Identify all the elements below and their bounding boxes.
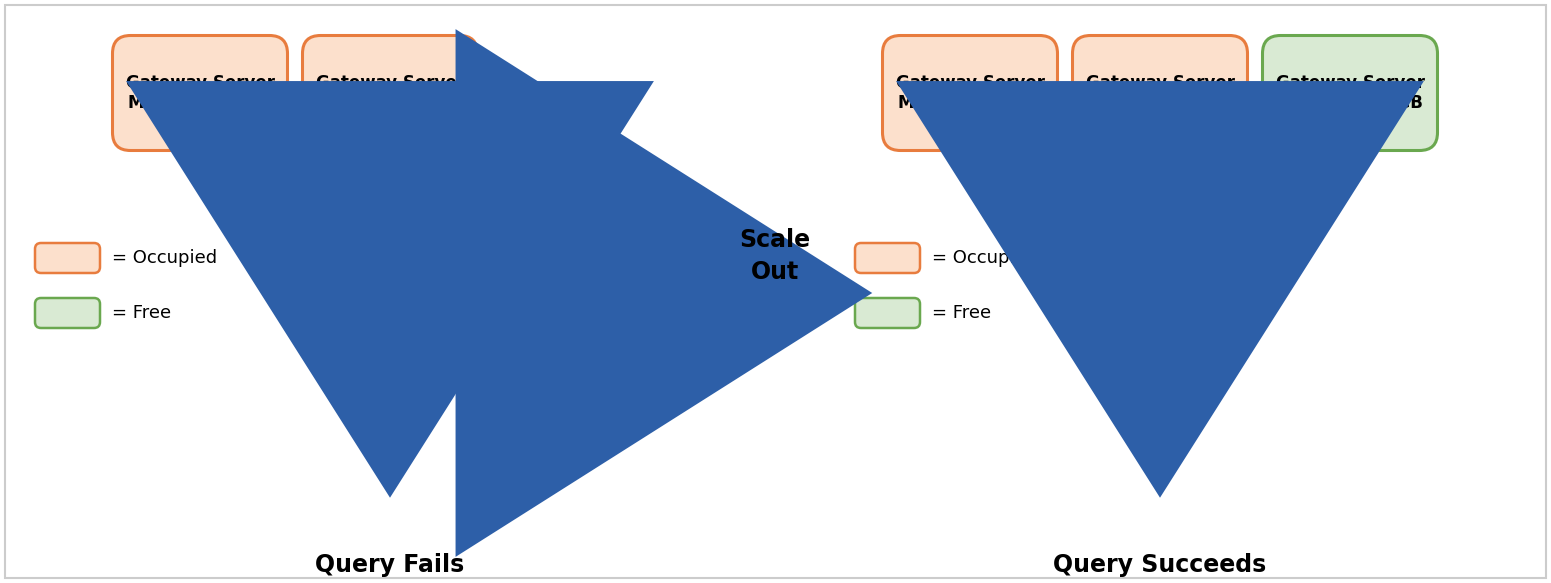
Text: Gateway Server
Memory = 5 GB: Gateway Server Memory = 5 GB — [895, 73, 1044, 113]
Text: Query Succeeds: Query Succeeds — [1053, 553, 1267, 577]
FancyBboxPatch shape — [36, 243, 99, 273]
Text: Query Fails: Query Fails — [315, 553, 465, 577]
FancyBboxPatch shape — [1072, 36, 1247, 150]
Text: Gateway Server
Memory = 5 GB: Gateway Server Memory = 5 GB — [315, 73, 464, 113]
Text: = Occupied: = Occupied — [112, 249, 217, 267]
FancyBboxPatch shape — [855, 243, 920, 273]
FancyBboxPatch shape — [855, 298, 920, 328]
FancyBboxPatch shape — [113, 36, 287, 150]
FancyBboxPatch shape — [36, 298, 99, 328]
Text: = Free: = Free — [112, 304, 171, 322]
Text: Scale
Out: Scale Out — [740, 228, 811, 283]
FancyBboxPatch shape — [883, 36, 1058, 150]
Text: = Free: = Free — [932, 304, 991, 322]
Text: Gateway Server
Memory = 5 GB: Gateway Server Memory = 5 GB — [126, 73, 275, 113]
FancyBboxPatch shape — [298, 220, 482, 356]
Text: Gateway Server
Memory = 5 GB: Gateway Server Memory = 5 GB — [1086, 73, 1235, 113]
Text: Gateway
Cluster: Gateway Cluster — [340, 266, 440, 310]
FancyBboxPatch shape — [1263, 36, 1438, 150]
FancyBboxPatch shape — [302, 36, 478, 150]
Text: Gateway
Cluster: Gateway Cluster — [1109, 266, 1211, 310]
Text: = Occupied: = Occupied — [932, 249, 1038, 267]
FancyBboxPatch shape — [1067, 220, 1253, 356]
Text: Gateway Server
Memory = 5 GB: Gateway Server Memory = 5 GB — [1275, 73, 1424, 113]
